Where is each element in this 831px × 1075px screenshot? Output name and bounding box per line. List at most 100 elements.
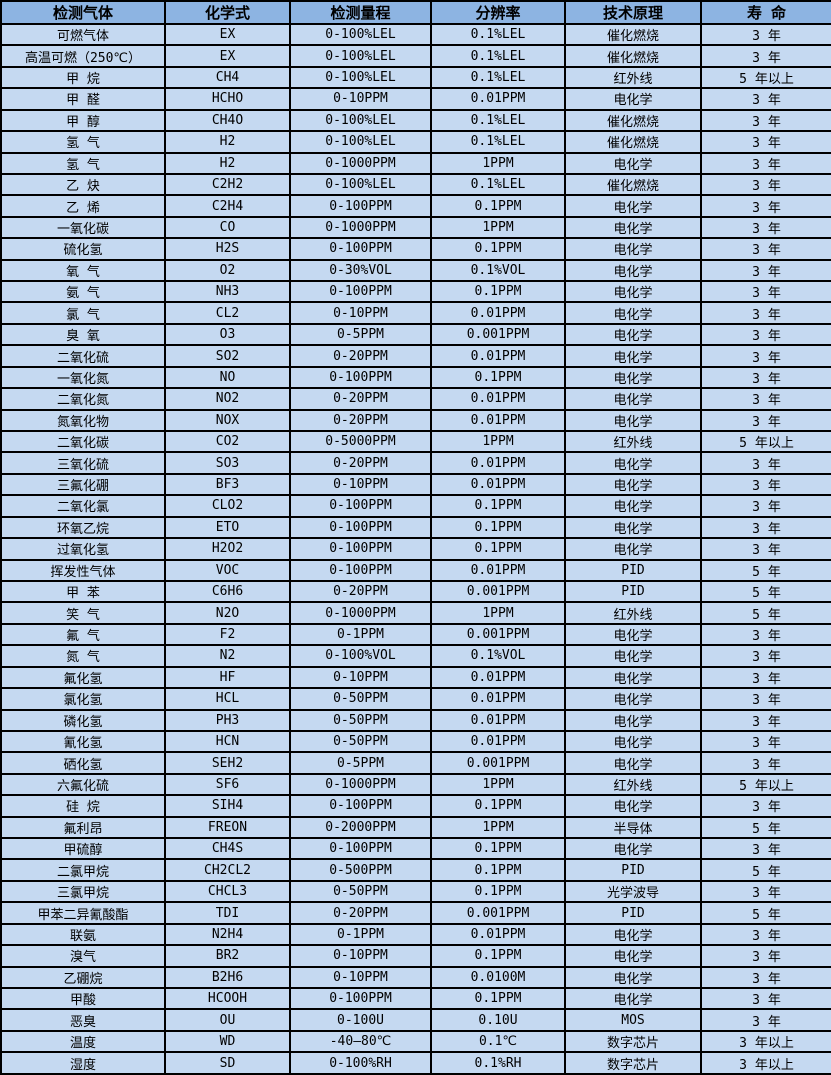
cell-range: -40—80℃ xyxy=(289,1029,432,1054)
table-row: 氮 气 N2 0-100%VOL 0.1%VOL 电化学 3 年 xyxy=(0,644,831,668)
cell-gas: 甲 醛 xyxy=(0,87,166,111)
cell-formula: HCOOH xyxy=(164,986,291,1011)
cell-gas: 可燃气体 xyxy=(0,22,166,47)
table-row: 二氯甲烷 CH2CL2 0-500PPM 0.1PPM PID 5 年 xyxy=(0,858,831,882)
cell-lifespan: 5 年 xyxy=(700,858,831,882)
cell-resolution: 0.01PPM xyxy=(430,687,566,711)
cell-resolution: 0.1PPM xyxy=(430,237,566,261)
cell-resolution: 1PPM xyxy=(430,772,566,797)
cell-range: 0-50PPM xyxy=(289,687,432,711)
cell-resolution: 0.1PPM xyxy=(430,837,566,861)
cell-formula: CHCL3 xyxy=(164,879,291,904)
table-row: 环氧乙烷 ETO 0-100PPM 0.1PPM 电化学 3 年 xyxy=(0,515,831,540)
cell-resolution: 0.001PPM xyxy=(430,579,566,604)
cell-range: 0-100PPM xyxy=(289,986,432,1011)
cell-formula: CO xyxy=(164,215,291,240)
cell-formula: FREON xyxy=(164,815,291,840)
cell-range: 0-100PPM xyxy=(289,537,432,561)
cell-formula: N2 xyxy=(164,644,291,668)
cell-lifespan: 3 年 xyxy=(700,172,831,197)
table-row: 甲 烷 CH4 0-100%LEL 0.1%LEL 红外线 5 年以上 xyxy=(0,65,831,90)
table-row: 一氧化碳 CO 0-1000PPM 1PPM 电化学 3 年 xyxy=(0,215,831,240)
cell-principle: 电化学 xyxy=(564,665,702,690)
table-row: 三氟化硼 BF3 0-10PPM 0.01PPM 电化学 3 年 xyxy=(0,472,831,497)
cell-formula: WD xyxy=(164,1029,291,1054)
cell-lifespan: 3 年 xyxy=(700,194,831,218)
cell-resolution: 0.01PPM xyxy=(430,665,566,690)
cell-principle: 催化燃烧 xyxy=(564,108,702,133)
cell-lifespan: 3 年 xyxy=(700,986,831,1011)
cell-resolution: 0.1℃ xyxy=(430,1029,566,1054)
cell-range: 0-100%LEL xyxy=(289,44,432,68)
table-body: 可燃气体 EX 0-100%LEL 0.1%LEL 催化燃烧 3 年高温可燃（250℃） E… xyxy=(0,22,831,1075)
cell-gas: 二氧化氮 xyxy=(0,387,166,411)
cell-lifespan: 5 年以上 xyxy=(700,65,831,90)
cell-lifespan: 3 年 xyxy=(700,280,831,304)
table-row: 溴气 BR2 0-10PPM 0.1PPM 电化学 3 年 xyxy=(0,944,831,968)
cell-formula: SO3 xyxy=(164,451,291,475)
table-row: 甲 醇 CH4O 0-100%LEL 0.1%LEL 催化燃烧 3 年 xyxy=(0,108,831,133)
cell-lifespan: 3 年 xyxy=(700,22,831,47)
cell-lifespan: 3 年 xyxy=(700,922,831,947)
cell-gas: 过氧化氢 xyxy=(0,537,166,561)
table-row: 硫化氢 H2S 0-100PPM 0.1PPM 电化学 3 年 xyxy=(0,237,831,261)
cell-resolution: 0.1%RH xyxy=(430,1051,566,1075)
cell-principle: 电化学 xyxy=(564,944,702,968)
cell-principle: 电化学 xyxy=(564,237,702,261)
cell-range: 0-100%LEL xyxy=(289,22,432,47)
table-row: 联氨 N2H4 0-1PPM 0.01PPM 电化学 3 年 xyxy=(0,922,831,947)
table-row: 甲 苯 C6H6 0-20PPM 0.001PPM PID 5 年 xyxy=(0,579,831,604)
cell-gas: 乙硼烷 xyxy=(0,965,166,990)
cell-resolution: 0.001PPM xyxy=(430,751,566,775)
cell-range: 0-2000PPM xyxy=(289,815,432,840)
cell-principle: 数字芯片 xyxy=(564,1051,702,1075)
cell-lifespan: 3 年 xyxy=(700,87,831,111)
cell-principle: 电化学 xyxy=(564,922,702,947)
table-row: 氟化氢 HF 0-10PPM 0.01PPM 电化学 3 年 xyxy=(0,665,831,690)
cell-range: 0-1PPM xyxy=(289,922,432,947)
cell-resolution: 1PPM xyxy=(430,151,566,175)
cell-lifespan: 3 年以上 xyxy=(700,1051,831,1075)
cell-resolution: 0.001PPM xyxy=(430,622,566,647)
cell-formula: OU xyxy=(164,1008,291,1032)
cell-formula: HCL xyxy=(164,687,291,711)
cell-gas: 氮 气 xyxy=(0,644,166,668)
cell-resolution: 0.01PPM xyxy=(430,729,566,754)
cell-principle: MOS xyxy=(564,1008,702,1032)
cell-lifespan: 3 年 xyxy=(700,665,831,690)
cell-range: 0-100U xyxy=(289,1008,432,1032)
cell-gas: 一氧化碳 xyxy=(0,215,166,240)
cell-gas: 甲苯二异氰酸酯 xyxy=(0,901,166,925)
cell-formula: CH4O xyxy=(164,108,291,133)
cell-gas: 氢 气 xyxy=(0,151,166,175)
cell-lifespan: 3 年 xyxy=(700,215,831,240)
cell-resolution: 0.1%VOL xyxy=(430,258,566,283)
cell-principle: 电化学 xyxy=(564,194,702,218)
cell-gas: 氟化氢 xyxy=(0,665,166,690)
cell-formula: N2O xyxy=(164,601,291,625)
cell-formula: H2O2 xyxy=(164,537,291,561)
cell-lifespan: 3 年 xyxy=(700,729,831,754)
cell-gas: 硫化氢 xyxy=(0,237,166,261)
cell-range: 0-1000PPM xyxy=(289,151,432,175)
cell-gas: 高温可燃（250℃） xyxy=(0,44,166,68)
cell-resolution: 1PPM xyxy=(430,215,566,240)
cell-principle: 半导体 xyxy=(564,815,702,840)
cell-lifespan: 3 年 xyxy=(700,151,831,175)
cell-formula: SO2 xyxy=(164,344,291,368)
cell-formula: BR2 xyxy=(164,944,291,968)
table-row: 湿度 SD 0-100%RH 0.1%RH 数字芯片 3 年以上 xyxy=(0,1051,831,1075)
cell-principle: 电化学 xyxy=(564,494,702,518)
cell-range: 0-100%LEL xyxy=(289,130,432,154)
table-row: 可燃气体 EX 0-100%LEL 0.1%LEL 催化燃烧 3 年 xyxy=(0,22,831,47)
cell-formula: HF xyxy=(164,665,291,690)
cell-formula: HCHO xyxy=(164,87,291,111)
cell-resolution: 0.01PPM xyxy=(430,408,566,433)
cell-lifespan: 3 年 xyxy=(700,644,831,668)
cell-range: 0-1PPM xyxy=(289,622,432,647)
table-row: 挥发性气体 VOC 0-100PPM 0.01PPM PID 5 年 xyxy=(0,558,831,582)
cell-resolution: 0.1PPM xyxy=(430,879,566,904)
cell-range: 0-100%LEL xyxy=(289,172,432,197)
cell-resolution: 0.01PPM xyxy=(430,451,566,475)
